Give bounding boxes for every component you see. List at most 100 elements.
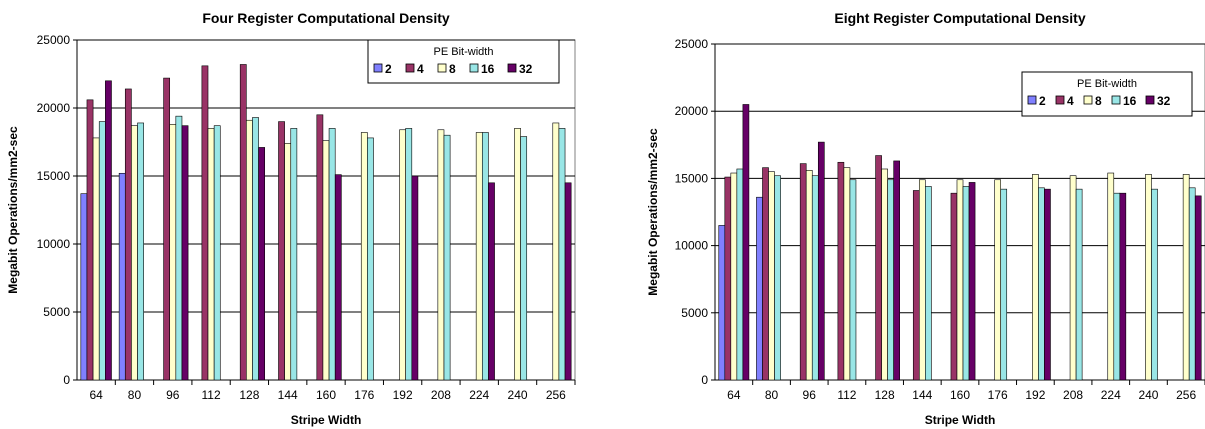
y-tick-label: 10000 <box>37 237 71 251</box>
bar <box>881 168 888 381</box>
bar <box>169 124 177 381</box>
bar <box>1145 174 1152 381</box>
bar <box>1107 172 1115 381</box>
legend-label: 4 <box>417 62 424 76</box>
bar <box>774 175 781 381</box>
bar <box>488 182 495 381</box>
x-tick-label: 128 <box>239 388 259 402</box>
x-tick-label: 112 <box>202 388 221 402</box>
y-axis-label: Megabit Operations/mm2-sec <box>6 126 20 294</box>
x-tick-label: 256 <box>1176 388 1196 402</box>
bar <box>718 225 726 381</box>
bar <box>962 186 970 381</box>
legend-label: 16 <box>1123 94 1137 108</box>
legend-label: 4 <box>1067 94 1074 108</box>
bar <box>105 80 112 381</box>
bar <box>252 117 259 381</box>
bar <box>1044 188 1051 381</box>
legend-swatch <box>1145 95 1155 105</box>
chart-2: 0 5000 10000 15000 20000 25000 64 80 96 112 128 144… <box>646 10 1205 427</box>
legend: PE Bit-width 2 4 8 16 32 <box>1021 71 1193 117</box>
bar <box>520 136 528 381</box>
chart-title: Four Register Computational Density <box>202 10 450 26</box>
bar <box>181 125 189 381</box>
bar <box>334 174 342 381</box>
legend-label: 8 <box>449 62 456 76</box>
bar <box>399 129 406 381</box>
bar <box>207 128 215 381</box>
bar <box>817 141 825 381</box>
bar <box>367 137 374 381</box>
bar <box>950 192 958 381</box>
bar <box>875 155 882 381</box>
bar <box>1038 187 1045 381</box>
bar <box>736 168 744 381</box>
y-tick-label: 25000 <box>675 37 709 51</box>
x-axis-label: Stripe Width <box>925 413 996 427</box>
x-tick-label: 176 <box>354 388 374 402</box>
bar <box>1000 188 1008 381</box>
x-tick-label: 80 <box>128 388 142 402</box>
bar <box>724 176 732 381</box>
bar <box>1032 174 1039 381</box>
legend-title: PE Bit-width <box>1077 78 1137 90</box>
bar <box>92 137 100 381</box>
bar <box>837 161 845 381</box>
x-axis-label: Stripe Width <box>291 413 362 427</box>
x-tick-label: 144 <box>278 388 298 402</box>
legend-label: 16 <box>481 62 495 76</box>
bar <box>912 190 920 381</box>
bar <box>811 175 819 381</box>
y-tick-label: 5000 <box>43 305 70 319</box>
x-tick-label: 192 <box>1025 388 1045 402</box>
y-tick-label: 20000 <box>675 104 709 118</box>
bar <box>1151 188 1158 381</box>
legend-swatch <box>405 63 415 73</box>
bar <box>558 128 566 381</box>
y-tick-label: 0 <box>63 373 70 387</box>
bar <box>411 175 419 381</box>
bar <box>175 115 183 381</box>
bar <box>437 129 445 381</box>
bar <box>968 182 976 381</box>
legend-swatch <box>1111 95 1121 105</box>
legend-label: 8 <box>1095 94 1102 108</box>
x-tick-label: 208 <box>1063 388 1083 402</box>
legend-swatch <box>507 63 517 73</box>
bar <box>201 65 209 381</box>
bar <box>1075 188 1083 381</box>
chart-1: 0 5000 10000 15000 20000 25000 64 80 96 112 128 144… <box>6 10 576 427</box>
x-tick-label: 144 <box>912 388 932 402</box>
x-tick-label: 192 <box>393 388 413 402</box>
bar <box>730 172 738 381</box>
bar <box>843 167 851 381</box>
bar <box>768 171 775 381</box>
bar <box>762 167 769 381</box>
bar <box>131 125 138 381</box>
bar <box>564 182 572 381</box>
x-tick-label: 96 <box>803 388 817 402</box>
x-tick-label: 112 <box>837 388 856 402</box>
y-tick-label: 15000 <box>675 171 709 185</box>
legend-box <box>1021 71 1193 117</box>
bar <box>514 128 521 381</box>
bar <box>756 196 763 381</box>
bar <box>118 172 126 381</box>
x-tick-label: 208 <box>431 388 451 402</box>
bar <box>98 121 106 381</box>
bar <box>805 170 813 381</box>
x-tick-label: 240 <box>508 388 528 402</box>
legend-title: PE Bit-width <box>434 46 494 58</box>
bar <box>1069 175 1077 381</box>
legend: PE Bit-width 2 4 8 16 32 <box>367 39 560 84</box>
bar <box>290 128 298 381</box>
bar <box>86 99 94 381</box>
x-tick-label: 96 <box>166 388 180 402</box>
bar <box>443 134 451 381</box>
chart-title: Eight Register Computational Density <box>834 10 1085 26</box>
legend-label: 2 <box>385 62 392 76</box>
x-tick-label: 64 <box>89 388 103 402</box>
x-tick-label: 64 <box>727 388 741 402</box>
x-tick-label: 176 <box>988 388 1008 402</box>
bar <box>246 119 253 381</box>
